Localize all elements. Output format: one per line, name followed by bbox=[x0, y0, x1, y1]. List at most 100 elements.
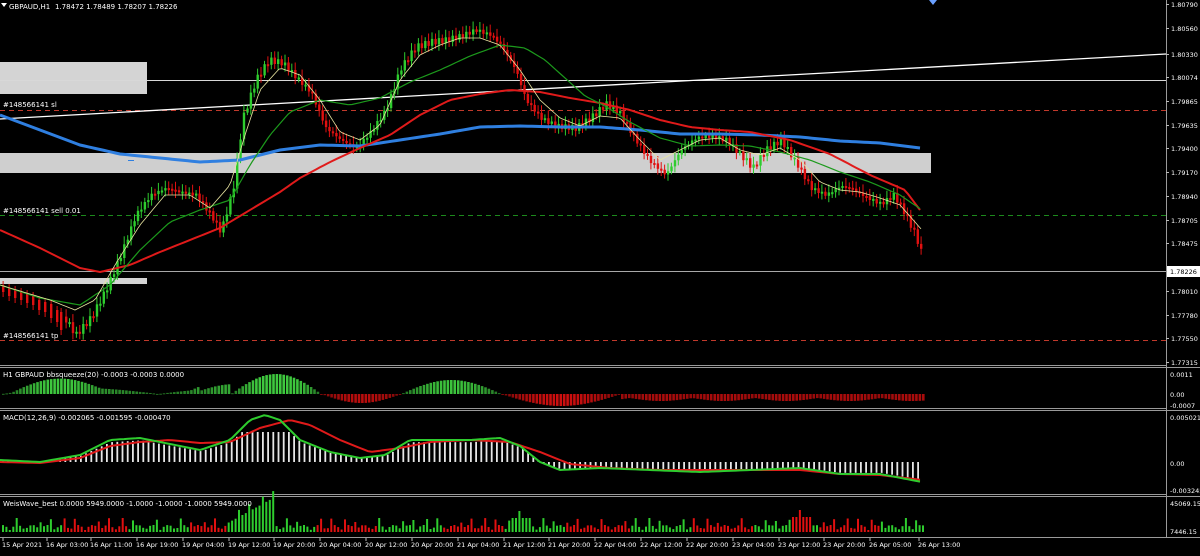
bbsqueeze-scale-zero: 0.00 bbox=[1170, 391, 1184, 399]
bbsqueeze-bar bbox=[275, 374, 279, 394]
macd-histogram-bar bbox=[366, 457, 368, 462]
bbsqueeze-bar bbox=[528, 394, 532, 403]
price-axis[interactable]: 1.80790 1.80560 1.80330 1.80074 1.79865 1.796… bbox=[1166, 1, 1198, 367]
candle-body bbox=[834, 188, 837, 193]
macd-histogram-bar bbox=[288, 432, 290, 462]
weiswave-bar bbox=[53, 529, 56, 532]
bbsqueeze-bar bbox=[898, 394, 901, 401]
weiswave-bar bbox=[149, 525, 152, 532]
weiswave-bar bbox=[463, 527, 466, 532]
dropdown-triangle-icon[interactable] bbox=[1, 3, 7, 7]
weiswave-scale-top: 45069.15 bbox=[1170, 500, 1200, 508]
bbsqueeze-bar bbox=[169, 392, 173, 394]
time-axis-label: 23 Apr 12:00 bbox=[778, 541, 820, 549]
bbsqueeze-bar bbox=[597, 394, 600, 401]
candle-body bbox=[212, 211, 215, 221]
weiswave-bar bbox=[682, 519, 685, 532]
weiswave-pane[interactable]: WeisWave_best 0.0000 5949.0000 -1.0000 -… bbox=[2, 491, 1200, 536]
bbsqueeze-bar bbox=[542, 394, 545, 405]
candle-body bbox=[899, 202, 902, 205]
bbsqueeze-pane[interactable]: H1 GBPAUD bbsqueeze(20) -0.0003 -0.0003 … bbox=[2, 371, 1195, 410]
candle-body bbox=[420, 43, 424, 49]
weiswave-bar bbox=[911, 529, 914, 532]
candle-body bbox=[868, 196, 872, 200]
macd-histogram-bar bbox=[163, 444, 165, 462]
time-axis-label: 23 Apr 04:00 bbox=[732, 541, 774, 549]
candle-body bbox=[277, 59, 280, 64]
macd-histogram-bar bbox=[194, 450, 197, 462]
time-axis-label: 22 Apr 12:00 bbox=[640, 541, 682, 549]
bbsqueeze-bar bbox=[648, 394, 651, 401]
candle-body bbox=[663, 169, 666, 175]
candle-body bbox=[246, 108, 249, 113]
macd-histogram-bar bbox=[506, 442, 509, 462]
candle-body bbox=[362, 138, 365, 145]
candle-body bbox=[448, 37, 451, 42]
candle-body bbox=[502, 43, 506, 50]
bbsqueeze-bar bbox=[484, 387, 487, 394]
shift-marker-icon[interactable] bbox=[929, 0, 937, 5]
bbsqueeze-bar bbox=[203, 389, 207, 394]
macd-histogram-bar bbox=[480, 441, 483, 462]
weiswave-bar bbox=[70, 528, 73, 532]
macd-histogram-bar bbox=[875, 462, 878, 473]
candle-body bbox=[335, 133, 338, 137]
time-axis[interactable]: 15 Apr 2021 16 Apr 03:00 16 Apr 11:00 16 Ap… bbox=[2, 538, 960, 549]
bbsqueeze-bar bbox=[538, 394, 542, 405]
bbsqueeze-bar bbox=[183, 391, 186, 394]
macd-histogram-bar bbox=[95, 448, 98, 462]
candle-body bbox=[82, 324, 85, 334]
price-axis-label: 1.77780 bbox=[1171, 312, 1198, 320]
candle-body bbox=[119, 258, 123, 262]
weiswave-bar bbox=[49, 519, 52, 532]
time-axis-label: 15 Apr 2021 bbox=[2, 541, 42, 549]
macd-histogram-bar bbox=[490, 441, 493, 462]
weiswave-bar bbox=[285, 518, 288, 532]
bbsqueeze-bar bbox=[686, 394, 689, 399]
weiswave-bar bbox=[412, 520, 415, 532]
candle-body bbox=[177, 190, 181, 193]
weiswave-bar bbox=[296, 521, 299, 532]
candle-body bbox=[249, 92, 253, 109]
symbol-label: GBPAUD,H1 bbox=[9, 3, 50, 11]
macd-histogram-bar bbox=[111, 442, 113, 462]
candle-body bbox=[684, 146, 687, 150]
bbsqueeze-bar bbox=[764, 394, 768, 400]
trendline[interactable] bbox=[0, 53, 1167, 120]
bbsqueeze-bar bbox=[603, 394, 607, 399]
candle-body bbox=[858, 191, 861, 194]
weiswave-bar bbox=[887, 525, 890, 532]
candle-body bbox=[738, 151, 742, 153]
candle-body bbox=[704, 135, 707, 139]
candle-body bbox=[424, 41, 427, 49]
weiswave-bar bbox=[474, 528, 476, 532]
macd-pane[interactable]: MACD(12,26,9) -0.002065 -0.001595 -0.000… bbox=[0, 414, 1200, 495]
weiswave-bar bbox=[60, 525, 63, 532]
bbsqueeze-bar bbox=[487, 388, 491, 394]
bbsqueeze-bar bbox=[819, 394, 822, 399]
time-axis-label: 19 Apr 04:00 bbox=[182, 541, 224, 549]
weiswave-bar bbox=[347, 525, 350, 532]
bbsqueeze-bar bbox=[439, 380, 443, 394]
bbsqueeze-bar bbox=[494, 391, 498, 394]
macd-histogram-bar bbox=[293, 436, 295, 462]
candle-body bbox=[711, 134, 714, 138]
weiswave-bar bbox=[846, 518, 849, 532]
bbsqueeze-bar bbox=[689, 394, 692, 399]
macd-histogram-bar bbox=[100, 446, 103, 462]
macd-histogram-bar bbox=[636, 462, 639, 469]
candle-body bbox=[543, 118, 547, 121]
macd-histogram-bar bbox=[704, 462, 706, 471]
candle-body bbox=[236, 158, 239, 189]
bbsqueeze-bar bbox=[39, 381, 43, 394]
candle-body bbox=[143, 202, 147, 210]
bbsqueeze-bar bbox=[556, 394, 559, 406]
weiswave-bar bbox=[436, 518, 439, 532]
weiswave-bar bbox=[898, 529, 900, 532]
weiswave-bar bbox=[515, 518, 517, 532]
weiswave-bar bbox=[877, 525, 880, 532]
bbsqueeze-bar bbox=[645, 394, 648, 401]
candle-body bbox=[376, 121, 379, 130]
